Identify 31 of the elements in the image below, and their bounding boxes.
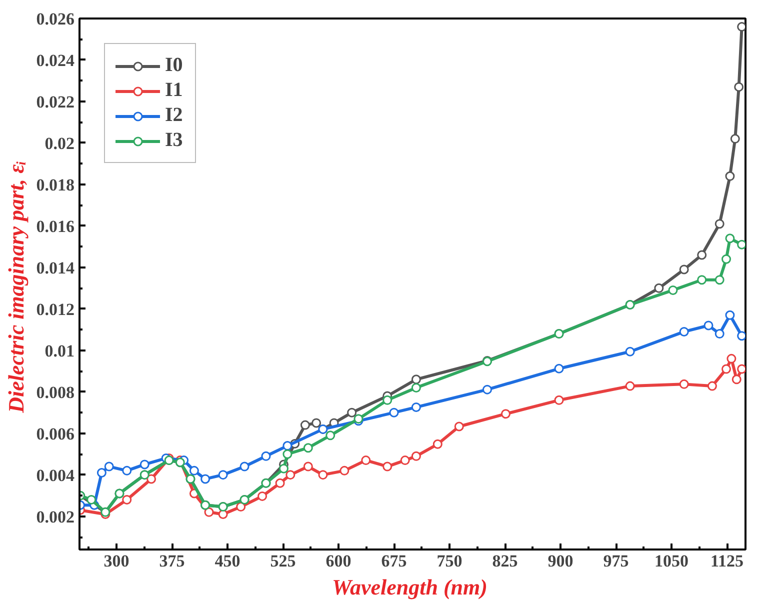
x-tick-label: 900 [548,552,574,570]
x-tick-label: 450 [214,552,240,570]
y-tick-label: 0.026 [36,10,74,28]
y-axis-title: Dielectric imaginary part, εᵢ [3,160,28,414]
legend-label: I2 [165,104,184,127]
y-tick-label: 0.002 [36,507,74,526]
y-tick-label: 0.012 [36,300,74,319]
y-tick-label: 0.004 [36,466,75,485]
x-tick-label: 300 [104,552,130,570]
x-tick-label: 825 [492,552,518,570]
y-tick-label: 0.008 [36,382,74,402]
x-tick-label: 675 [381,552,407,570]
x-tick-label: 750 [436,552,462,570]
y-tick-label: 0.018 [36,175,74,194]
x-tick-label: 1125 [710,552,744,570]
y-tick-label: 0.022 [36,92,74,112]
y-tick-label: 0.02 [44,134,74,153]
y-tick-label: 0.016 [36,216,74,236]
x-tick-label: 1050 [654,552,688,570]
y-tick-label: 0.006 [36,424,74,444]
x-axis-title: Wavelength (nm) [332,574,488,600]
x-tick-label: 525 [270,552,296,570]
y-tick-label: 0.024 [36,50,75,70]
x-tick-label: 600 [326,552,352,570]
legend-label: I1 [165,79,184,102]
legend-label: I3 [165,129,184,152]
x-tick-label: 975 [603,552,629,570]
y-tick-label: 0.014 [36,258,75,278]
legend-label: I0 [165,54,184,77]
x-tick-label: 375 [159,552,185,570]
y-tick-label: 0.01 [44,341,74,360]
